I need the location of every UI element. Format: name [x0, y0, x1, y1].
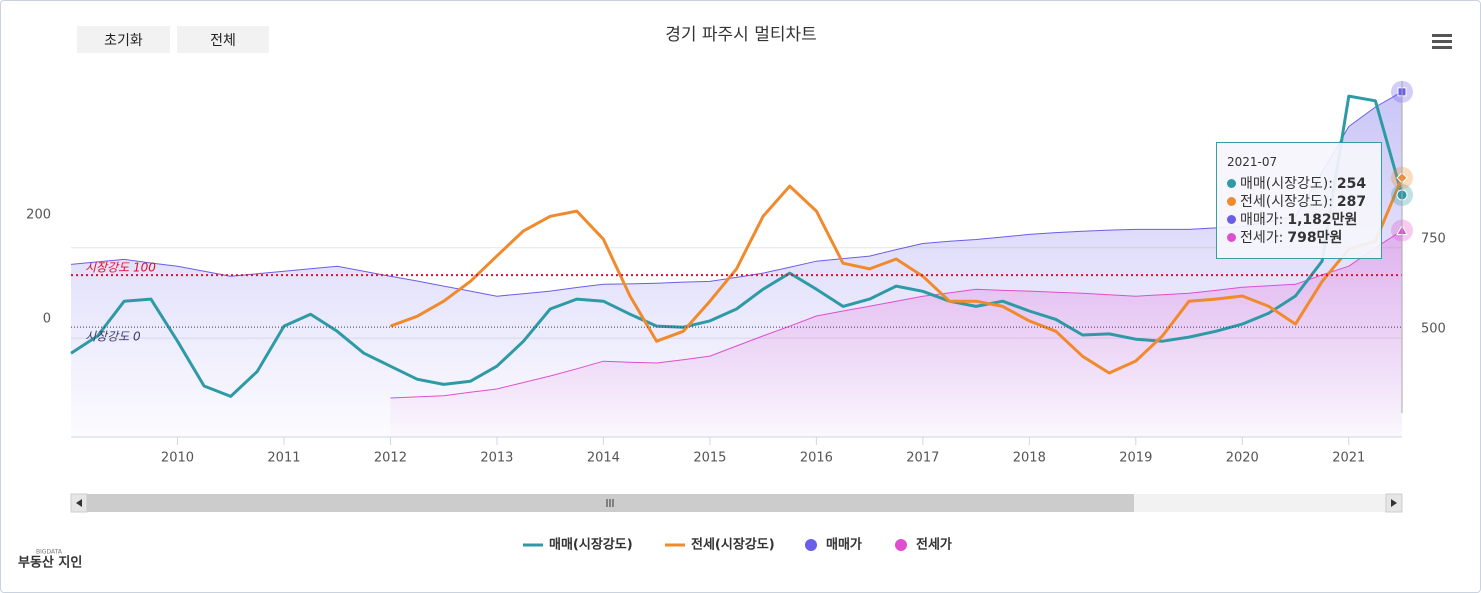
- plot-line-label: 시장강도 100: [85, 261, 156, 275]
- legend-label: 매매(시장강도): [549, 537, 633, 553]
- legend-item[interactable]: 매매가: [805, 538, 862, 553]
- reset-button[interactable]: 초기화: [77, 26, 170, 53]
- series-line: [390, 230, 1403, 399]
- tooltip-value: 798만원: [1287, 230, 1343, 246]
- tooltip-dot: [1227, 197, 1236, 206]
- tooltip-dot: [1227, 179, 1236, 188]
- area-fill: [390, 230, 1402, 437]
- legend-symbol: [805, 539, 817, 551]
- x-tick-label: 2020: [1226, 451, 1259, 466]
- legend-symbol: [895, 539, 907, 551]
- legend-label: 매매가: [826, 538, 862, 553]
- legend-item[interactable]: 매매(시장강도): [523, 537, 633, 553]
- legend-item[interactable]: 전세가: [895, 537, 952, 553]
- x-tick-label: 2010: [161, 451, 194, 466]
- x-tick-label: 2014: [587, 451, 620, 466]
- tooltip-dot: [1227, 215, 1236, 224]
- tooltip-dot: [1227, 233, 1236, 242]
- tooltip-value: 287: [1336, 194, 1367, 210]
- x-tick-label: 2012: [374, 451, 407, 466]
- logo: BIGDATA 부동산 지인: [18, 549, 82, 571]
- all-button[interactable]: 전체: [177, 26, 269, 53]
- x-tick-label: 2017: [906, 451, 939, 466]
- legend-item[interactable]: 전세(시장강도): [665, 537, 775, 553]
- tooltip-row: 전세(시장강도): 287: [1227, 191, 1366, 211]
- y2-tick-label: 750: [1421, 231, 1446, 246]
- legend-label: 전세(시장강도): [691, 537, 775, 553]
- x-tick-label: 2015: [693, 451, 726, 466]
- y-tick-label: 0: [43, 312, 51, 327]
- tooltip-row: 전세가: 798만원: [1227, 227, 1342, 247]
- x-tick-label: 2011: [267, 451, 300, 466]
- legend-label: 전세가: [916, 537, 952, 553]
- x-tick-label: 2019: [1119, 451, 1152, 466]
- chart-title: 경기 파주시 멀티차트: [665, 25, 817, 45]
- x-tick-label: 2021: [1332, 451, 1365, 466]
- y2-tick-label: 500: [1421, 322, 1446, 337]
- tooltip-row: 매매(시장강도): 254: [1227, 173, 1366, 193]
- logo-small: BIGDATA: [36, 549, 63, 556]
- scrollbar[interactable]: [70, 493, 1403, 513]
- tooltip-value: 254: [1336, 176, 1367, 192]
- x-tick-label: 2016: [800, 451, 833, 466]
- tooltip-value: 1,182만원: [1287, 212, 1358, 228]
- tooltip: 2021-07 매매(시장강도): 254 전세(시장강도): 287 매매가: 1,18…: [1216, 142, 1382, 259]
- tooltip-label: 전세가:: [1240, 230, 1284, 246]
- x-tick-label: 2013: [480, 451, 513, 466]
- tooltip-label: 매매(시장강도):: [1240, 176, 1333, 192]
- x-tick-label: 2018: [1013, 451, 1046, 466]
- plot-line-label: 시장강도 0: [85, 330, 141, 344]
- tooltip-date: 2021-07: [1227, 155, 1278, 169]
- plot: [70, 91, 1404, 438]
- logo-text: 부동산 지인: [18, 555, 82, 571]
- series-line: [70, 94, 1404, 398]
- series-line: [389, 177, 1404, 375]
- menu-icon[interactable]: [1432, 34, 1452, 49]
- tooltip-label: 전세(시장강도):: [1240, 194, 1333, 210]
- y-tick-label: 200: [26, 208, 51, 223]
- tooltip-row: 매매가: 1,182만원: [1227, 209, 1357, 229]
- series-line: [70, 91, 1403, 297]
- tooltip-label: 매매가:: [1240, 212, 1284, 228]
